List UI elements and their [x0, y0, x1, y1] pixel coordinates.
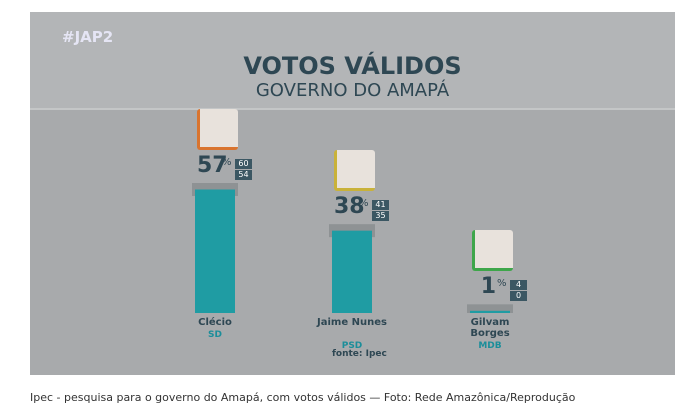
candidate-photo — [197, 109, 238, 150]
chart-title: VOTOS VÁLIDOS — [243, 52, 462, 80]
chart — [192, 183, 513, 313]
source: fonte: Ipec — [332, 349, 387, 359]
category-label: Clécio — [198, 317, 232, 328]
unit-label: % — [222, 157, 232, 168]
unit-label: % — [497, 278, 507, 290]
value-label: 38 — [334, 194, 365, 220]
party-label: SD — [208, 330, 222, 340]
chart-subtitle: GOVERNO DO AMAPÁ — [255, 80, 450, 101]
error-range — [467, 304, 513, 313]
upper-bound: 41 — [372, 200, 389, 211]
category-label: Gilvam Borges — [470, 317, 510, 339]
lower-bound: 54 — [235, 170, 252, 180]
upper-bound: 60 — [235, 159, 252, 169]
bar — [470, 310, 510, 313]
party-label: PSD — [341, 341, 363, 351]
hashtag: #JAP2 — [62, 28, 114, 46]
screenshot: #JAP2 VOTOS VÁLIDOS GOVERNO DO AMAPÁ fon… — [30, 12, 675, 375]
caption: Ipec - pesquisa para o governo do Amapá,… — [30, 391, 576, 404]
bar — [195, 189, 235, 313]
value-label: 57 — [197, 153, 228, 178]
party-label: MDB — [478, 341, 502, 351]
lower-bound: 0 — [510, 291, 527, 302]
candidate-photo — [472, 230, 513, 272]
candidate-photo — [334, 150, 375, 192]
unit-label: % — [359, 198, 369, 210]
lower-bound: 35 — [372, 211, 389, 222]
value-label: 1 — [480, 274, 496, 300]
upper-bound: 4 — [510, 280, 527, 291]
header — [30, 12, 675, 110]
category-label: Jaime Nunes — [317, 317, 387, 328]
bar — [332, 230, 372, 313]
